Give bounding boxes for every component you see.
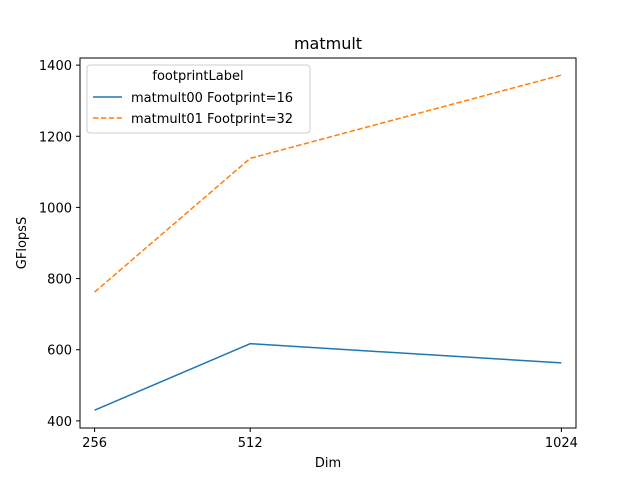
y-axis-label: GFlopsS (15, 217, 30, 269)
legend-title: footprintLabel (152, 69, 243, 84)
axes-frame (79, 57, 577, 429)
series-layer (94, 74, 562, 411)
chart-title: matmult (294, 34, 362, 53)
legend-label-series-0: matmult00 Footprint=16 (131, 91, 293, 106)
legend-box (86, 64, 311, 134)
y-tick-label: 800 (47, 273, 72, 288)
x-axis-ticks: 256 512 1024 (82, 428, 578, 451)
x-tick-label: 1024 (545, 436, 578, 451)
y-tick-label: 400 (47, 415, 72, 430)
x-tick-label: 256 (82, 436, 107, 451)
y-tick-label: 1000 (39, 201, 72, 216)
y-tick-label: 600 (47, 344, 72, 359)
plot-area: 256 512 1024 400 600 800 1000 1200 1400 (39, 57, 578, 451)
x-tick-label: 512 (238, 436, 263, 451)
legend-label-series-1: matmult01 Footprint=32 (131, 112, 293, 127)
y-axis-ticks: 400 600 800 1000 1200 1400 (39, 59, 80, 430)
y-tick-label: 1400 (39, 59, 72, 74)
y-tick-label: 1200 (39, 130, 72, 145)
x-axis-label: Dim (315, 456, 341, 471)
series-line-0 (94, 342, 562, 411)
legend: footprintLabel matmult00 Footprint=16 ma… (86, 64, 311, 134)
series-line-1 (94, 74, 562, 293)
